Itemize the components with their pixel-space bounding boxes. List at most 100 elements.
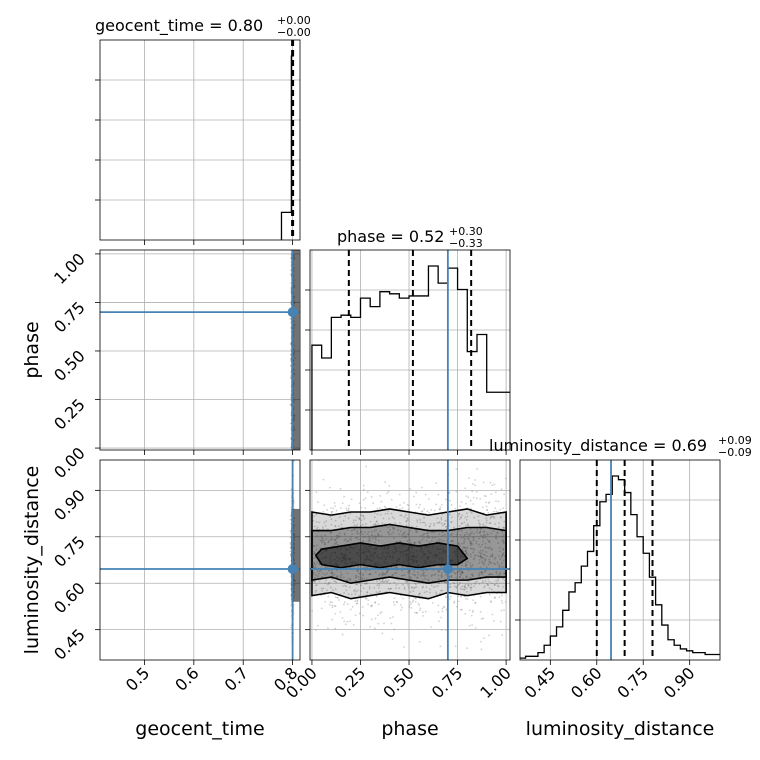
sample-point xyxy=(315,544,318,547)
sample-point xyxy=(407,533,410,536)
sample-point xyxy=(329,486,331,489)
sample-point xyxy=(421,611,424,614)
sample-point xyxy=(441,531,444,534)
sample-point xyxy=(355,574,357,577)
sample-point xyxy=(374,524,377,526)
sample-point xyxy=(473,549,475,551)
sample-point xyxy=(486,532,489,535)
sample-point xyxy=(344,623,347,626)
sample-point xyxy=(331,510,334,513)
sample-point xyxy=(418,540,421,543)
sample-point xyxy=(402,532,405,535)
sample-point xyxy=(474,583,477,585)
sample-point xyxy=(465,552,468,554)
sample-point xyxy=(406,519,409,521)
sample-point xyxy=(324,579,327,582)
sample-point xyxy=(498,546,501,549)
sample-point xyxy=(490,554,493,557)
sample-point xyxy=(475,497,478,500)
sample-point xyxy=(451,533,453,535)
sample-point xyxy=(432,586,435,589)
sample-point xyxy=(412,590,415,593)
sample-point xyxy=(453,571,456,574)
sample-point xyxy=(409,591,412,593)
sample-point xyxy=(428,511,430,514)
sample-point xyxy=(448,598,451,600)
sample-point xyxy=(435,593,438,595)
sample-point xyxy=(486,538,489,541)
sample-point xyxy=(331,574,334,577)
sample-point xyxy=(348,504,351,507)
sample-point xyxy=(403,516,406,519)
sample-point xyxy=(449,586,452,588)
sample-point xyxy=(479,530,482,533)
sample-point xyxy=(498,574,501,577)
sample-point xyxy=(317,501,319,504)
sample-point xyxy=(365,582,368,585)
sample-point xyxy=(327,583,329,586)
sample-point xyxy=(469,533,472,535)
sample-point xyxy=(362,574,364,577)
sample-point xyxy=(345,585,348,588)
sample-point xyxy=(376,580,378,583)
sample-point xyxy=(449,595,452,598)
sample-point xyxy=(395,572,397,575)
sample-point xyxy=(357,538,360,541)
sample-point xyxy=(384,580,387,582)
sample-point xyxy=(467,584,470,587)
sample-point xyxy=(389,566,392,569)
sample-point xyxy=(478,582,481,585)
sample-point xyxy=(315,584,318,586)
sample-point xyxy=(430,584,433,587)
sample-point xyxy=(335,534,338,537)
sample-point xyxy=(313,552,316,555)
sample-point xyxy=(373,511,376,514)
sample-point xyxy=(374,536,377,539)
sample-point xyxy=(403,573,406,576)
sample-point xyxy=(392,528,395,530)
sample-point xyxy=(409,569,411,572)
sample-point xyxy=(403,532,405,535)
sample-point xyxy=(379,494,382,497)
sample-point xyxy=(328,603,331,606)
sample-point xyxy=(484,558,487,560)
sample-point xyxy=(477,543,480,546)
sample-point xyxy=(341,502,344,505)
sample-point xyxy=(501,554,504,557)
sample-point xyxy=(353,528,356,531)
sample-point xyxy=(312,566,315,568)
sample-point xyxy=(358,572,360,575)
sample-point xyxy=(492,510,495,513)
sample-point xyxy=(323,541,326,544)
sample-point xyxy=(494,556,497,559)
sample-point xyxy=(329,515,332,518)
sample-point xyxy=(485,566,488,569)
frame-layer xyxy=(99,39,721,661)
sample-point xyxy=(353,524,356,527)
sample-point xyxy=(354,537,357,539)
sample-point xyxy=(479,555,482,558)
sample-point xyxy=(410,606,413,609)
sample-point xyxy=(390,622,393,625)
sample-point xyxy=(496,561,499,564)
sample-point xyxy=(336,576,339,579)
sample-point xyxy=(460,573,463,576)
sample-point xyxy=(401,534,404,537)
sample-point xyxy=(404,531,407,533)
sample-point xyxy=(355,576,357,579)
sample-point xyxy=(331,601,333,604)
sample-point xyxy=(468,609,471,612)
sample-point xyxy=(455,468,458,470)
sample-point xyxy=(356,602,359,605)
sample-point xyxy=(391,573,394,576)
sample-point xyxy=(422,574,425,577)
sample-point xyxy=(460,522,463,525)
sample-point xyxy=(464,546,466,549)
sample-point xyxy=(439,565,442,568)
sample-point xyxy=(472,547,475,550)
sample-point xyxy=(438,540,441,543)
sample-point xyxy=(450,574,453,577)
sample-point xyxy=(381,632,384,635)
sample-point xyxy=(422,521,424,524)
sample-point xyxy=(345,579,348,582)
